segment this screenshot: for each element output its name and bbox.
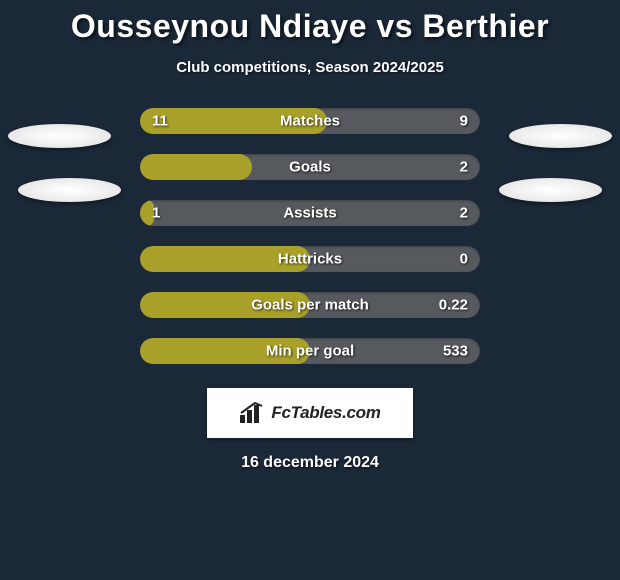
- subtitle: Club competitions, Season 2024/2025: [176, 59, 444, 76]
- value-left: 1: [152, 205, 160, 222]
- bar-label: Min per goal: [266, 343, 354, 360]
- date-text: 16 december 2024: [241, 454, 379, 472]
- bar-label: Goals per match: [251, 297, 369, 314]
- value-right: 9: [460, 113, 468, 130]
- chart-icon: [239, 402, 265, 424]
- value-right: 2: [460, 159, 468, 176]
- bar-track: Goals 2: [140, 154, 480, 180]
- badge-text: FcTables.com: [271, 403, 380, 423]
- bar-label: Assists: [283, 205, 336, 222]
- stat-row: Hattricks 0: [0, 246, 620, 272]
- stat-rows: 11 Matches 9 Goals 2 1 Assists 2 Hattricks 0 Goals…: [0, 108, 620, 364]
- bar-fill: [140, 154, 252, 180]
- bar-label: Matches: [280, 113, 340, 130]
- stat-row: 11 Matches 9: [0, 108, 620, 134]
- stat-row: Goals 2: [0, 154, 620, 180]
- bar-track: 11 Matches 9: [140, 108, 480, 134]
- value-right: 533: [443, 343, 468, 360]
- source-badge: FcTables.com: [207, 388, 413, 438]
- bar-track: 1 Assists 2: [140, 200, 480, 226]
- value-left: 11: [152, 113, 168, 130]
- value-right: 2: [460, 205, 468, 222]
- stat-row: Goals per match 0.22: [0, 292, 620, 318]
- player-right-photo-2: [499, 178, 602, 202]
- player-left-photo-2: [18, 178, 121, 202]
- bar-track: Hattricks 0: [140, 246, 480, 272]
- bar-label: Goals: [289, 159, 331, 176]
- bar-track: Goals per match 0.22: [140, 292, 480, 318]
- value-right: 0: [460, 251, 468, 268]
- page-title: Ousseynou Ndiaye vs Berthier: [71, 8, 549, 45]
- bar-label: Hattricks: [278, 251, 342, 268]
- bar-track: Min per goal 533: [140, 338, 480, 364]
- stat-row: Min per goal 533: [0, 338, 620, 364]
- value-right: 0.22: [439, 297, 468, 314]
- stat-row: 1 Assists 2: [0, 200, 620, 226]
